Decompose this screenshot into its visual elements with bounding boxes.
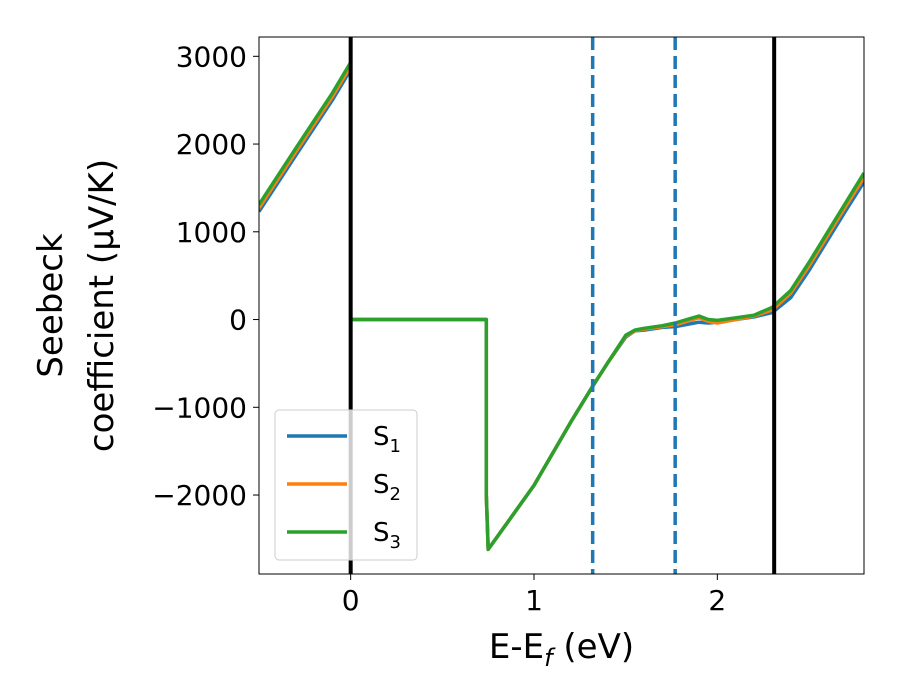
plot-frame: [258, 36, 865, 575]
legend-label-3: S3: [373, 518, 401, 553]
x-tick-label: 0: [342, 584, 360, 617]
y-tick-label: 0: [229, 304, 247, 337]
x-axis-label-main: E-E: [489, 627, 544, 667]
y-axis-label: Seebeck coefficient (μV/K): [31, 159, 122, 452]
y-tick-label: 1000: [176, 216, 247, 249]
y-tick-label: 2000: [176, 128, 247, 161]
y-axis-label-line1: Seebeck: [31, 233, 71, 378]
x-axis-label-unit: (eV): [553, 627, 635, 667]
y-axis-label-line2: coefficient (μV/K): [82, 159, 122, 452]
x-tick-label: 2: [708, 584, 726, 617]
y-tick-label: −1000: [152, 391, 247, 424]
x-tick-label: 1: [525, 584, 543, 617]
x-axis-label: E-Ef (eV): [489, 627, 634, 672]
y-tick-label: −2000: [152, 479, 247, 512]
axis-ticks: 0 1 2 −2000 −1000 0 1000 2000 3000: [152, 40, 726, 617]
legend: S1 S2 S3: [274, 409, 418, 561]
y-tick-label: 3000: [176, 40, 247, 73]
legend-label-2: S2: [373, 470, 401, 505]
legend-label-1: S1: [373, 422, 401, 457]
legend-items: S1 S2 S3: [287, 422, 401, 553]
